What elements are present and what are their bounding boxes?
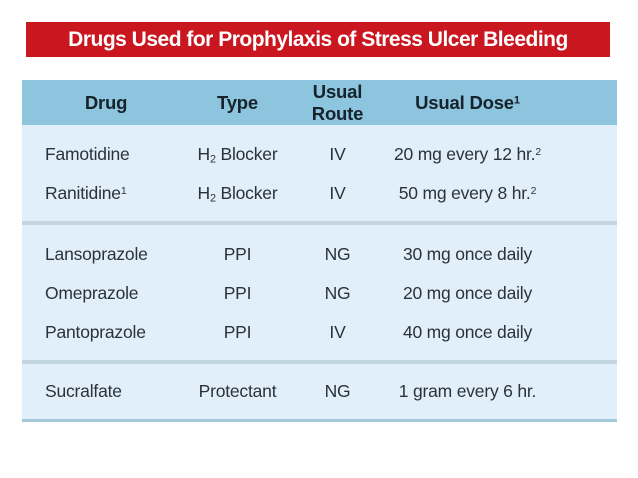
- cell-dose: 20 mg every 12 hr.2: [390, 144, 545, 165]
- drug-name: Ranitidine: [45, 183, 121, 203]
- table-row: Lansoprazole PPI NG 30 mg once daily: [22, 235, 617, 274]
- footnote-marker: 1: [120, 184, 127, 197]
- column-header-type: Type: [216, 91, 258, 113]
- cell-type: Protectant: [190, 381, 285, 402]
- drug-table: Drug Type Usual Route Usual Dose1 Famoti…: [22, 80, 617, 422]
- type-label: PPI: [223, 244, 252, 264]
- type-label: H: [197, 144, 211, 164]
- cell-drug: Pantoprazole: [22, 322, 190, 343]
- dose-text: 30 mg once daily: [402, 244, 533, 264]
- cell-route: IV: [329, 322, 346, 342]
- footnote-marker: 2: [530, 184, 537, 197]
- column-header-drug: Drug: [84, 91, 128, 113]
- cell-route: IV: [329, 183, 346, 203]
- cell-dose: 50 mg every 8 hr.2: [390, 183, 545, 204]
- table-row: Famotidine H2 Blocker IV 20 mg every 12 …: [22, 135, 617, 174]
- cell-route: NG: [324, 381, 351, 401]
- type-label: H: [197, 183, 211, 203]
- cell-type: H2 Blocker: [190, 183, 285, 204]
- type-subscript: 2: [209, 153, 216, 166]
- cell-route: IV: [329, 144, 346, 164]
- table-row: Omeprazole PPI NG 20 mg once daily: [22, 274, 617, 313]
- dose-text: 20 mg once daily: [402, 283, 533, 303]
- cell-drug: Lansoprazole: [22, 244, 190, 265]
- dose-text: 20 mg every 12 hr.: [394, 144, 536, 164]
- cell-dose: 1 gram every 6 hr.: [390, 381, 545, 402]
- cell-drug: Omeprazole: [22, 283, 190, 304]
- column-header-route: Usual Route: [311, 80, 364, 124]
- drug-name: Sucralfate: [45, 381, 122, 401]
- cell-route: NG: [324, 244, 351, 264]
- drug-name: Pantoprazole: [45, 322, 146, 342]
- table-row: Pantoprazole PPI IV 40 mg once daily: [22, 313, 617, 352]
- cell-drug: Sucralfate: [22, 381, 190, 402]
- footnote-marker: 2: [535, 145, 541, 158]
- cell-type: PPI: [190, 244, 285, 265]
- cell-dose: 20 mg once daily: [390, 283, 545, 304]
- column-header-dose: Usual Dose1: [390, 92, 545, 114]
- title-banner: Drugs Used for Prophylaxis of Stress Ulc…: [26, 22, 610, 57]
- cell-dose: 40 mg once daily: [390, 322, 545, 343]
- type-label: Protectant: [198, 381, 277, 401]
- type-label: PPI: [223, 322, 252, 342]
- cell-type: PPI: [190, 283, 285, 304]
- table-row: Ranitidine1 H2 Blocker IV 50 mg every 8 …: [22, 174, 617, 213]
- row-group-h2-blockers: Famotidine H2 Blocker IV 20 mg every 12 …: [22, 125, 617, 221]
- group-divider: [22, 221, 617, 225]
- row-group-ppi: Lansoprazole PPI NG 30 mg once daily Ome…: [22, 225, 617, 360]
- drug-name: Lansoprazole: [45, 244, 148, 264]
- dose-text: 50 mg every 8 hr.: [398, 183, 531, 203]
- table-row: Sucralfate Protectant NG 1 gram every 6 …: [22, 372, 617, 411]
- type-label-rest: Blocker: [215, 183, 278, 203]
- drug-name: Famotidine: [45, 144, 130, 164]
- page-title: Drugs Used for Prophylaxis of Stress Ulc…: [68, 27, 568, 51]
- cell-route: NG: [324, 283, 351, 303]
- type-label: PPI: [223, 283, 252, 303]
- table-header-row: Drug Type Usual Route Usual Dose1: [22, 80, 617, 125]
- column-header-dose-label: Usual Dose: [415, 91, 514, 113]
- cell-drug: Ranitidine1: [22, 183, 190, 204]
- type-subscript: 2: [209, 192, 216, 205]
- row-group-protectant: Sucralfate Protectant NG 1 gram every 6 …: [22, 364, 617, 419]
- cell-drug: Famotidine: [22, 144, 190, 165]
- dose-text: 1 gram every 6 hr.: [398, 381, 537, 401]
- type-label-rest: Blocker: [215, 144, 278, 164]
- group-divider: [22, 360, 617, 364]
- cell-dose: 30 mg once daily: [390, 244, 545, 265]
- cell-type: H2 Blocker: [190, 144, 285, 165]
- cell-type: PPI: [190, 322, 285, 343]
- drug-name: Omeprazole: [45, 283, 139, 303]
- footnote-marker: 1: [513, 93, 520, 106]
- dose-text: 40 mg once daily: [402, 322, 533, 342]
